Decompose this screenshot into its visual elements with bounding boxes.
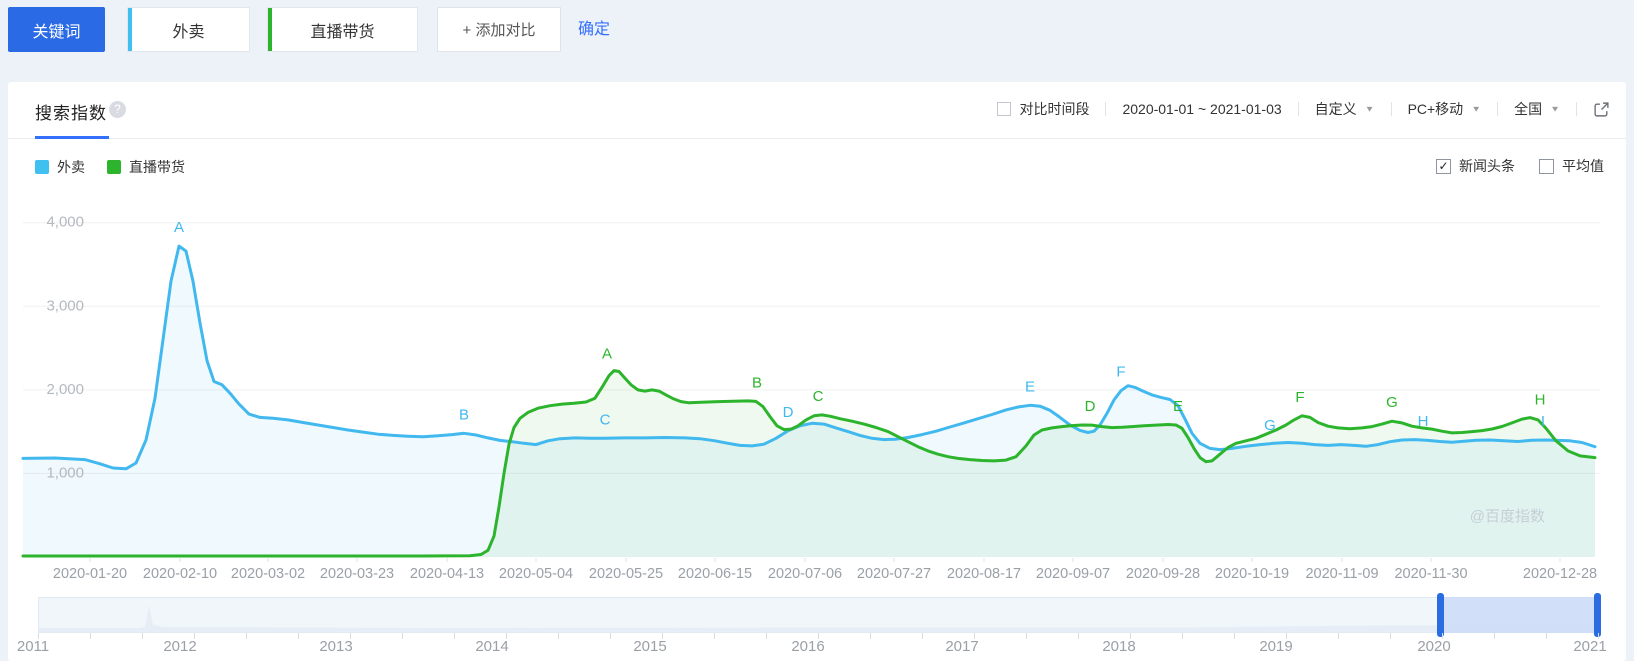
- timeline-year-label: 2018: [1102, 638, 1136, 655]
- timeline-year-label: 2012: [163, 638, 197, 655]
- region-dropdown[interactable]: 全国 ▼: [1514, 99, 1560, 119]
- timeline-year-label: 2011: [16, 638, 50, 655]
- timeline-tick: [1442, 633, 1443, 639]
- timeline-tick: [1390, 633, 1391, 639]
- legend-item-waimai[interactable]: 外卖: [35, 157, 85, 177]
- timeline-year-label: 2019: [1259, 638, 1293, 655]
- timeline-tick: [766, 633, 767, 639]
- chart-legend: 外卖 直播带货: [35, 157, 207, 177]
- search-index-panel: 搜索指数 ? 对比时间段 2020-01-01 ~ 2021-01-03 自定义…: [8, 82, 1626, 661]
- keyword-tab-label: 直播带货: [310, 23, 375, 41]
- add-compare-button[interactable]: + 添加对比: [437, 7, 561, 52]
- overlay-options: ✓ 新闻头条 平均值: [1412, 156, 1604, 176]
- timeline-year-label: 2020: [1417, 638, 1451, 655]
- divider: [1497, 102, 1499, 116]
- timeline-tick: [246, 633, 247, 639]
- confirm-link[interactable]: 确定: [578, 21, 611, 38]
- help-icon[interactable]: ?: [109, 101, 126, 118]
- timeline-year-label: 2021: [1573, 638, 1607, 655]
- timeline-tick: [714, 633, 715, 639]
- news-headlines-option[interactable]: ✓ 新闻头条: [1436, 156, 1515, 176]
- timeline-tick: [38, 633, 39, 639]
- divider: [1105, 102, 1107, 116]
- average-checkbox[interactable]: [1539, 158, 1554, 174]
- timeline-tick: [1026, 633, 1027, 639]
- timeline-tick: [454, 633, 455, 639]
- platform-value: PC+移动: [1407, 101, 1464, 117]
- region-value: 全国: [1514, 101, 1543, 117]
- timeline-slider-track[interactable]: [38, 597, 1598, 633]
- legend-item-zhibodaihuo[interactable]: 直播带货: [107, 157, 185, 177]
- divider: [1297, 102, 1299, 116]
- timeline-tick: [870, 633, 871, 639]
- timeline-tick: [350, 633, 351, 639]
- keyword-tab-label: 外卖: [172, 23, 205, 41]
- legend-label: 直播带货: [129, 159, 185, 175]
- timeline-tick: [1286, 633, 1287, 639]
- timeline-sparkline: [39, 605, 1597, 632]
- timeline-tick: [1338, 633, 1339, 639]
- tab-accent-bar: [128, 8, 132, 51]
- timeline-tick: [298, 633, 299, 639]
- chevron-down-icon: ▼: [1364, 104, 1375, 114]
- timeline-year-label: 2014: [475, 638, 509, 655]
- timeline-tick: [90, 633, 91, 639]
- compare-period-label: 对比时间段: [1019, 101, 1090, 117]
- timeline-tick: [142, 633, 143, 639]
- average-option[interactable]: 平均值: [1539, 156, 1604, 176]
- range-mode-dropdown[interactable]: 自定义 ▼: [1315, 99, 1375, 119]
- timeline-year-label: 2015: [633, 638, 667, 655]
- timeline-tick: [974, 633, 975, 639]
- active-tab-underline: [35, 136, 109, 139]
- legend-label: 外卖: [57, 159, 85, 175]
- compare-period-checkbox[interactable]: [997, 102, 1012, 116]
- timeline-tick: [1598, 633, 1599, 639]
- timeline-tick: [1130, 633, 1131, 639]
- timeline-tick: [818, 633, 819, 639]
- chart-controls: 对比时间段 2020-01-01 ~ 2021-01-03 自定义 ▼ PC+移…: [997, 99, 1610, 119]
- timeline-tick: [1494, 633, 1495, 639]
- timeline-year-label: 2017: [945, 638, 979, 655]
- timeline-tick: [506, 633, 507, 639]
- timeline-tick: [194, 633, 195, 639]
- legend-swatch: [107, 160, 121, 174]
- timeline-tick: [1078, 633, 1079, 639]
- date-range-value[interactable]: 2020-01-01 ~ 2021-01-03: [1122, 101, 1282, 117]
- range-mode-value: 自定义: [1314, 101, 1357, 117]
- page-title: 搜索指数: [35, 104, 107, 123]
- timeline-tick: [610, 633, 611, 639]
- slider-handle-right[interactable]: [1594, 593, 1601, 637]
- timeline-selected-range[interactable]: [1440, 597, 1597, 633]
- news-headlines-checkbox[interactable]: ✓: [1436, 158, 1451, 174]
- legend-swatch: [35, 160, 49, 174]
- timeline-tick: [922, 633, 923, 639]
- divider: [1390, 102, 1392, 116]
- timeline-year-label: 2016: [791, 638, 825, 655]
- option-label: 新闻头条: [1459, 158, 1515, 174]
- timeline-tick: [1182, 633, 1183, 639]
- external-link-icon[interactable]: [1593, 101, 1610, 118]
- chevron-down-icon: ▼: [1550, 104, 1560, 114]
- platform-dropdown[interactable]: PC+移动 ▼: [1408, 99, 1482, 119]
- keyword-tab-waimai[interactable]: 外卖: [127, 7, 250, 52]
- timeline-tick: [662, 633, 663, 639]
- divider: [1576, 102, 1577, 116]
- timeline-tick: [558, 633, 559, 639]
- header-divider-line: [8, 138, 1626, 139]
- timeline-tick: [402, 633, 403, 639]
- option-label: 平均值: [1562, 158, 1604, 174]
- timeline-tick: [1234, 633, 1235, 639]
- keyword-tab-zhibodaihuo[interactable]: 直播带货: [267, 7, 418, 52]
- tab-accent-bar: [268, 8, 272, 51]
- slider-handle-left[interactable]: [1437, 593, 1444, 637]
- timeline-tick: [1546, 633, 1547, 639]
- keyword-button[interactable]: 关键词: [8, 7, 105, 52]
- chevron-down-icon: ▼: [1471, 104, 1482, 114]
- timeline-year-label: 2013: [319, 638, 353, 655]
